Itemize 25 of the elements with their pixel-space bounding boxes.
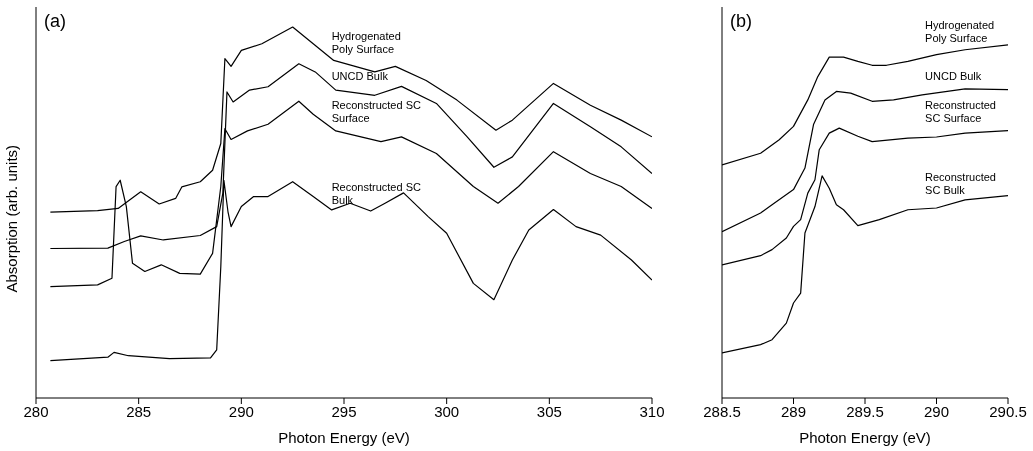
series-label: UNCD Bulk <box>331 70 389 83</box>
x-tick-label: 290.5 <box>989 402 1027 420</box>
series-label: Reconstructed SC Surface <box>925 99 996 125</box>
x-axis-title: Photon Energy (eV) <box>278 429 410 446</box>
x-tick-label: 300 <box>434 402 460 420</box>
x-tick-label: 288.5 <box>703 402 741 420</box>
x-tick-label: 280 <box>23 402 49 420</box>
series-label: UNCD Bulk <box>925 69 982 82</box>
x-tick-label: 290 <box>228 402 254 420</box>
series-label: Reconstructed SC Surface <box>331 98 421 124</box>
x-tick-label: 310 <box>639 402 665 420</box>
x-tick-label: 289 <box>780 402 807 420</box>
series-label: Hydrogenated Poly Surface <box>331 29 401 55</box>
x-tick-label: 285 <box>126 402 152 420</box>
series-label: Reconstructed SC Bulk <box>925 170 996 196</box>
x-axis-title: Photon Energy (eV) <box>799 429 931 446</box>
x-tick-label: 295 <box>331 402 357 420</box>
chart-title: (a) <box>44 11 66 31</box>
x-tick-label: 305 <box>536 402 562 420</box>
x-tick-label: 289.5 <box>846 402 884 420</box>
series-label: Reconstructed SC Bulk <box>331 180 421 206</box>
y-axis-title: Absorption (arb. units) <box>3 144 21 293</box>
series-label: Hydrogenated Poly Surface <box>925 19 995 45</box>
chart-title: (b) <box>730 11 752 31</box>
x-tick-label: 290 <box>923 402 950 420</box>
